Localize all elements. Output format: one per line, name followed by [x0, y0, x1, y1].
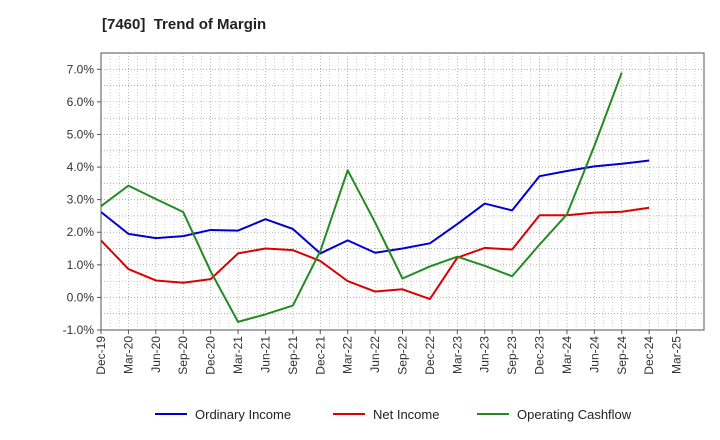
x-tick-label: Mar-20	[121, 336, 135, 374]
y-tick-label: 0.0%	[67, 290, 95, 304]
x-tick-label: Sep-21	[286, 336, 300, 375]
x-tick-label: Mar-22	[341, 336, 355, 374]
plot-frame	[100, 52, 705, 331]
series-line-operating-cashflow	[100, 72, 623, 323]
x-tick-label: Dec-22	[423, 336, 437, 375]
x-tick-label: Sep-24	[615, 336, 629, 375]
legend: Ordinary Income Net Income Operating Cashf…	[155, 407, 632, 422]
y-tick-label: 1.0%	[67, 258, 95, 272]
x-tick-label: Sep-20	[176, 336, 190, 375]
x-tick-label: Jun-22	[368, 336, 382, 373]
y-tick-label: 4.0%	[67, 160, 95, 174]
x-tick-label: Dec-20	[204, 336, 218, 375]
x-tick-label: Jun-20	[149, 336, 163, 373]
y-tick-label: 5.0%	[67, 127, 95, 141]
x-tick-label: Mar-24	[560, 336, 574, 374]
x-tick-label: Jun-23	[478, 336, 492, 373]
x-tick-label: Jun-21	[258, 336, 272, 373]
series-line-net-income	[100, 206, 650, 301]
x-tick-label: Mar-25	[670, 336, 684, 374]
x-tick-label: Jun-24	[587, 336, 601, 373]
series-layer	[100, 72, 650, 323]
y-tick-label: 7.0%	[67, 62, 95, 76]
y-tick-label: 3.0%	[67, 193, 95, 207]
x-tick-label: Sep-22	[396, 336, 410, 375]
x-tick-label: Dec-19	[94, 336, 108, 375]
x-tick-label: Dec-24	[642, 336, 656, 375]
y-tick-label: 2.0%	[67, 225, 95, 239]
legend-label-operating-cashflow: Operating Cashflow	[517, 407, 632, 422]
y-tick-label: 6.0%	[67, 95, 95, 109]
x-tick-label: Sep-23	[505, 336, 519, 375]
x-tick-label: Dec-21	[313, 336, 327, 375]
x-tick-label: Mar-23	[450, 336, 464, 374]
x-tick-label: Dec-23	[533, 336, 547, 375]
legend-label-ordinary-income: Ordinary Income	[195, 407, 291, 422]
y-tick-label: -1.0%	[63, 323, 95, 337]
axis-layer: -1.0% 0.0% 1.0% 2.0% 3.0% 4.0% 5.0% 6.0% 7.0% Dec…	[63, 62, 684, 374]
legend-label-net-income: Net Income	[373, 407, 439, 422]
chart-title: [7460] Trend of Margin	[102, 16, 267, 33]
x-tick-label: Mar-21	[231, 336, 245, 374]
